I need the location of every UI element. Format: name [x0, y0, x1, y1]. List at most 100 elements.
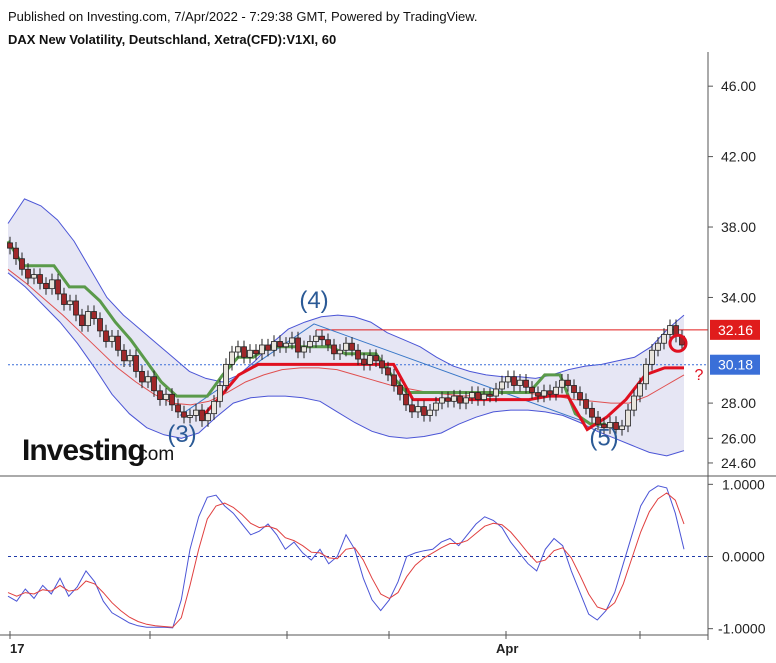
price-tag-label: 30.18 — [718, 357, 753, 373]
candle-body — [109, 335, 115, 342]
candle-body — [487, 393, 493, 397]
x-tick-label: 17 — [10, 641, 24, 656]
candle-body — [175, 404, 181, 413]
published-caption: Published on Investing.com, 7/Apr/2022 -… — [8, 9, 478, 24]
candle-body — [259, 344, 265, 355]
candle-body — [331, 344, 337, 355]
candle-body — [235, 346, 241, 353]
osc-tick-label: -1.0000 — [718, 621, 766, 637]
candle-body — [373, 355, 379, 362]
candle-body — [157, 390, 163, 400]
candle-body — [163, 393, 169, 400]
candle-body — [145, 376, 151, 383]
candle-body — [667, 325, 673, 335]
candle-body — [583, 399, 589, 409]
candle-body — [223, 363, 229, 386]
candle-body — [205, 413, 211, 422]
y-tick-label: 26.00 — [721, 430, 756, 446]
candle-body — [355, 349, 361, 360]
candle-body — [181, 411, 187, 418]
candle-body — [229, 351, 235, 365]
bollinger-upper-line — [7, 198, 685, 383]
candle-body — [619, 425, 625, 430]
candle-body — [337, 349, 343, 355]
candle-body — [601, 423, 607, 429]
candle-body — [169, 393, 175, 406]
candle-body — [589, 407, 595, 418]
candle-body — [505, 376, 511, 383]
logo-text: Investing — [22, 434, 145, 467]
candle-body — [91, 311, 97, 319]
symbol-title: DAX New Volatility, Deutschland, Xetra(C… — [8, 32, 337, 47]
wave-label-4: (4) — [299, 287, 328, 314]
candle-body — [265, 344, 271, 351]
candle-body — [451, 395, 457, 402]
candle-body — [559, 379, 565, 388]
osc-tick-label: 0.0000 — [722, 549, 765, 565]
candle-body — [151, 376, 157, 392]
candle-body — [349, 342, 355, 351]
y-axis-ticks: 46.00 42.00 38.00 34.00 32.16 30.18 28.00 26.00… — [708, 78, 760, 471]
candle-body — [277, 341, 283, 348]
bollinger-lower-line — [7, 272, 685, 457]
candle-body — [523, 379, 529, 388]
candle-body — [511, 376, 517, 386]
candle-body — [241, 346, 247, 358]
candle-body — [43, 282, 49, 290]
price-tag — [710, 354, 760, 375]
candle-body — [649, 349, 655, 365]
candle-body — [31, 274, 37, 279]
wave-label-3: (3) — [167, 421, 196, 448]
x-axis-ticks: 17 Apr — [9, 631, 641, 656]
y-tick-label: 38.00 — [721, 219, 756, 235]
bollinger-mid-line — [7, 268, 685, 406]
candle-body — [61, 293, 67, 305]
logo-suffix: .com — [133, 444, 174, 465]
candle-body — [385, 367, 391, 376]
candle-body — [97, 318, 103, 332]
oscillator-red-line — [7, 492, 685, 628]
wave-label-question: ? — [695, 367, 704, 384]
axes: 46.00 42.00 38.00 34.00 32.16 30.18 28.00 26.00… — [0, 52, 776, 656]
candle-body — [13, 247, 19, 260]
candle-body — [79, 314, 85, 327]
oscillator-pane — [7, 485, 708, 629]
osc-tick-label: 1.0000 — [722, 476, 765, 492]
candle-body — [457, 395, 463, 404]
candle-body — [409, 404, 415, 413]
candles-group — [7, 236, 685, 436]
candle-body — [421, 406, 427, 416]
candle-body — [469, 392, 475, 399]
oscillator-axis-ticks: 1.0000 0.0000 -1.0000 — [708, 476, 766, 637]
candle-body — [295, 337, 301, 353]
candle-body — [133, 355, 139, 372]
candle-body — [499, 381, 505, 390]
candle-body — [391, 374, 397, 386]
candle-body — [73, 300, 79, 316]
candle-body — [37, 274, 43, 284]
candle-body — [301, 346, 307, 353]
y-tick-label: 34.00 — [721, 289, 756, 305]
candle-body — [271, 341, 277, 351]
candle-body — [607, 422, 613, 429]
candle-body — [343, 342, 349, 351]
y-tick-label: 24.60 — [721, 455, 756, 471]
candle-body — [49, 279, 55, 290]
candle-body — [439, 397, 445, 404]
candle-body — [115, 335, 121, 351]
candle-body — [139, 371, 145, 383]
wave-label-5: (5) — [589, 424, 618, 451]
candle-body — [121, 349, 127, 362]
candle-body — [445, 397, 451, 402]
candle-body — [25, 268, 31, 279]
investing-logo: Investing .com — [22, 434, 174, 467]
candle-body — [283, 342, 289, 348]
price-tag-label: 32.16 — [718, 322, 753, 338]
candle-body — [55, 279, 61, 295]
green-stop-line — [6, 240, 606, 426]
candle-body — [199, 409, 205, 422]
candle-body — [247, 349, 253, 358]
candle-body — [631, 395, 637, 411]
candle-body — [187, 415, 193, 418]
